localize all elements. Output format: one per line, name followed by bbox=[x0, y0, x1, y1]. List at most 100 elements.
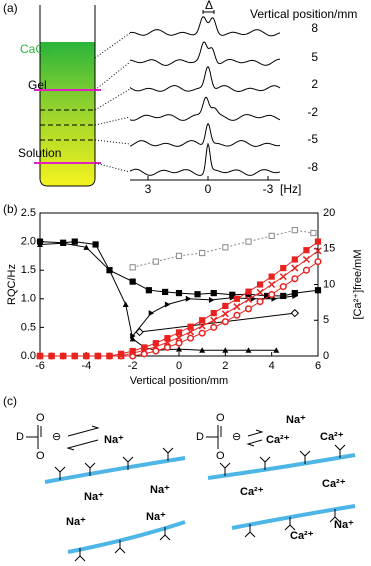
marker bbox=[83, 244, 90, 250]
position-label: 5 bbox=[311, 50, 318, 64]
x-tick-label: 4 bbox=[269, 360, 275, 372]
guide-line bbox=[94, 61, 131, 91]
gel-label: Gel bbox=[28, 78, 47, 92]
marker bbox=[92, 241, 99, 248]
marker bbox=[280, 292, 287, 300]
right-scheme: D O O ⊖ Na⁺ Ca²⁺ Ca²⁺ Ca²⁺ Ca²⁺ Ca²⁺ Na⁺ bbox=[196, 412, 356, 542]
position-title: Vertical position/mm bbox=[250, 7, 357, 21]
charge-label: ⊖ bbox=[232, 431, 241, 443]
marker bbox=[148, 310, 155, 317]
ion-label: Na⁺ bbox=[146, 511, 166, 523]
y-tick-label: 1.0 bbox=[21, 293, 36, 305]
marker bbox=[117, 352, 125, 360]
marker bbox=[175, 289, 183, 297]
atom-label: D bbox=[16, 431, 24, 443]
marker bbox=[130, 332, 136, 339]
marker bbox=[244, 305, 253, 313]
marker bbox=[245, 288, 252, 295]
marker bbox=[59, 352, 67, 360]
marker bbox=[105, 352, 114, 360]
marker bbox=[37, 241, 43, 247]
marker bbox=[176, 346, 182, 352]
receptor bbox=[54, 466, 66, 480]
marker bbox=[198, 322, 206, 330]
y2-tick-label: 15 bbox=[323, 243, 335, 255]
marker bbox=[222, 302, 229, 310]
x-tick-label: -2 bbox=[128, 360, 138, 372]
marker bbox=[60, 240, 67, 246]
guide-line bbox=[94, 139, 131, 145]
receptor bbox=[74, 548, 86, 562]
y2-tick-label: 0 bbox=[323, 350, 329, 362]
marker bbox=[221, 310, 229, 318]
spectrum bbox=[129, 41, 280, 66]
hz-unit: [Hz] bbox=[280, 182, 301, 196]
ion-label: Na⁺ bbox=[286, 414, 306, 426]
slice-lines bbox=[40, 109, 95, 141]
series-line bbox=[139, 312, 295, 333]
marker bbox=[314, 258, 322, 266]
x-tick-label: 6 bbox=[315, 360, 321, 372]
marker bbox=[268, 290, 276, 299]
hz-tick-label: -3 bbox=[263, 182, 274, 196]
marker bbox=[292, 292, 298, 299]
marker bbox=[245, 238, 252, 245]
marker bbox=[187, 334, 195, 342]
marker bbox=[175, 252, 183, 260]
marker bbox=[175, 333, 183, 341]
x-tick-label: -6 bbox=[35, 360, 45, 372]
spectrum bbox=[129, 16, 281, 37]
marker bbox=[233, 311, 241, 319]
ion-label: Na⁺ bbox=[334, 519, 354, 531]
receptor bbox=[284, 517, 296, 531]
marker bbox=[256, 288, 264, 296]
marker bbox=[291, 264, 299, 272]
atom-label: O bbox=[36, 450, 45, 462]
marker bbox=[163, 343, 171, 351]
marker bbox=[210, 310, 217, 317]
marker bbox=[233, 295, 241, 302]
y-tick-label: 2.5 bbox=[21, 207, 36, 219]
ion-label: Ca²⁺ bbox=[266, 434, 290, 446]
marker bbox=[122, 301, 129, 308]
receptor bbox=[159, 527, 171, 541]
hz-ticks bbox=[147, 176, 269, 180]
marker bbox=[36, 352, 44, 360]
ion-label: Na⁺ bbox=[66, 516, 86, 528]
marker bbox=[302, 255, 310, 264]
ion-label: Na⁺ bbox=[104, 434, 124, 446]
marker bbox=[222, 347, 229, 353]
marker bbox=[279, 283, 287, 291]
marker bbox=[303, 247, 310, 254]
y-tick-label: 0.5 bbox=[21, 321, 36, 333]
marker bbox=[48, 352, 56, 360]
atom-label: O bbox=[36, 412, 45, 424]
marker bbox=[222, 244, 229, 251]
tube bbox=[39, 5, 96, 187]
marker bbox=[199, 317, 206, 324]
ion-label: Ca²⁺ bbox=[322, 478, 346, 490]
marker bbox=[194, 291, 201, 298]
position-label: -5 bbox=[307, 132, 318, 146]
marker bbox=[268, 280, 276, 289]
charge-label: ⊖ bbox=[52, 431, 61, 443]
panel-label: (a) bbox=[3, 1, 18, 15]
x-tick-label: -4 bbox=[81, 360, 91, 372]
tube-liquid bbox=[40, 42, 95, 186]
marker bbox=[233, 303, 241, 311]
marker bbox=[302, 266, 310, 274]
marker bbox=[314, 287, 322, 294]
atom-label: O bbox=[216, 412, 225, 424]
marker bbox=[279, 273, 287, 281]
receptor bbox=[244, 524, 256, 538]
cacl2-label: CaCl₂ bbox=[20, 42, 52, 56]
y2-axis-label: [Ca²⁺]free/mM bbox=[352, 250, 364, 320]
marker bbox=[187, 323, 194, 330]
guide-line bbox=[94, 88, 131, 111]
guide-line bbox=[94, 162, 131, 173]
marker bbox=[185, 295, 192, 302]
marker bbox=[152, 343, 160, 351]
spectrum bbox=[129, 65, 281, 92]
position-label: -8 bbox=[307, 160, 318, 174]
atom-label: D bbox=[196, 431, 204, 443]
